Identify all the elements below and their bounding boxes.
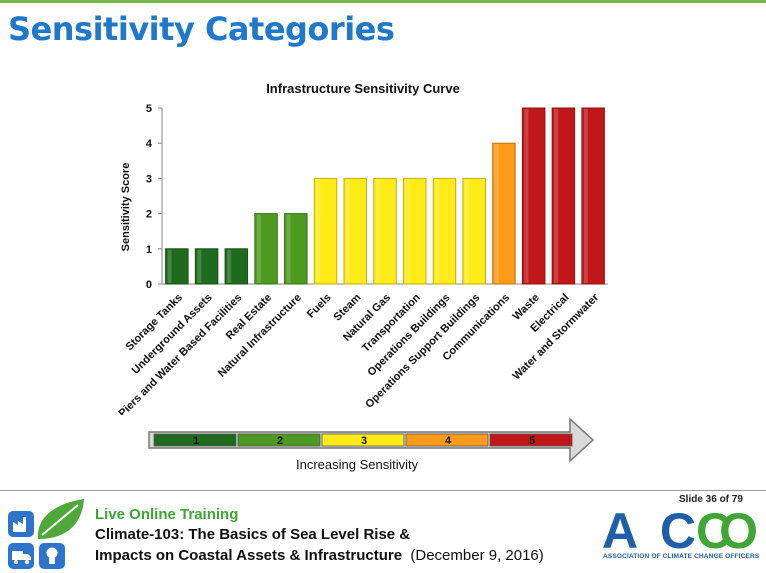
bar-highlight bbox=[375, 179, 380, 283]
chart-title: Infrastructure Sensitivity Curve bbox=[266, 81, 460, 96]
scale-cell bbox=[405, 433, 489, 447]
bar bbox=[432, 177, 457, 285]
y-axis-label: Sensitivity Score bbox=[120, 163, 132, 252]
sensitivity-scale-arrow: 1 2 3 4 5 bbox=[148, 417, 595, 463]
bar-highlight bbox=[524, 109, 529, 283]
bar-highlight bbox=[227, 249, 232, 283]
bar-highlight bbox=[346, 179, 351, 283]
scale-label: Increasing Sensitivity bbox=[296, 457, 419, 472]
truck-icon bbox=[8, 543, 34, 569]
y-tick-label: 4 bbox=[146, 138, 153, 150]
slide-number: Slide 36 of 79 bbox=[679, 494, 743, 505]
page-title: Sensitivity Categories bbox=[8, 10, 395, 48]
bar bbox=[343, 177, 368, 285]
y-tick-label: 2 bbox=[146, 209, 152, 221]
bar-highlight bbox=[554, 109, 559, 283]
bar bbox=[551, 107, 576, 285]
bar bbox=[194, 248, 219, 285]
acco-logo-letters-ac: AC bbox=[602, 503, 696, 559]
bar bbox=[492, 142, 516, 285]
scale-cell-label: 5 bbox=[529, 435, 535, 447]
course-title-line2-text: Impacts on Coastal Assets & Infrastructu… bbox=[95, 547, 403, 564]
bar bbox=[284, 213, 308, 285]
bar-highlight bbox=[405, 179, 410, 283]
bar-highlight bbox=[494, 144, 499, 283]
training-logo bbox=[8, 499, 84, 569]
y-tick-label: 5 bbox=[146, 103, 152, 115]
bar-highlight bbox=[286, 214, 291, 283]
x-tick-label: Piers and Water Based Facilities bbox=[117, 292, 245, 415]
bar-highlight bbox=[256, 214, 261, 283]
top-accent-rule bbox=[0, 0, 766, 3]
y-tick-label: 0 bbox=[146, 279, 152, 291]
course-title-line1: Climate-103: The Basics of Sea Level Ris… bbox=[95, 526, 411, 543]
leaf-icon bbox=[37, 499, 84, 539]
footer-divider bbox=[0, 490, 766, 491]
y-tick-label: 1 bbox=[146, 244, 152, 256]
course-date: (December 9, 2016) bbox=[410, 547, 544, 564]
scale-cell bbox=[153, 433, 237, 447]
y-tick-label: 3 bbox=[146, 173, 152, 185]
acco-subtitle: ASSOCIATION OF CLIMATE CHANGE OFFICERS bbox=[603, 553, 760, 560]
lightbulb-icon bbox=[39, 543, 65, 569]
scale-cell bbox=[489, 433, 573, 447]
scale-cell-label: 3 bbox=[361, 435, 367, 447]
acco-logo-letters-co: CO bbox=[696, 503, 758, 559]
x-tick-label: Fuels bbox=[305, 292, 334, 321]
bar-highlight bbox=[464, 179, 469, 283]
bar bbox=[462, 177, 486, 285]
scale-cell bbox=[237, 433, 321, 447]
factory-icon bbox=[8, 511, 34, 537]
scale-cell bbox=[321, 433, 405, 447]
bar bbox=[373, 177, 397, 285]
scale-cell-label: 1 bbox=[193, 435, 199, 447]
bar bbox=[402, 177, 427, 285]
bar bbox=[254, 213, 278, 285]
bar-highlight bbox=[316, 179, 321, 283]
course-title-line2: Impacts on Coastal Assets & Infrastructu… bbox=[95, 547, 544, 564]
scale-cell-label: 2 bbox=[277, 435, 283, 447]
bar bbox=[224, 248, 249, 285]
bar-highlight bbox=[197, 249, 202, 283]
bar bbox=[581, 107, 605, 285]
bar-highlight bbox=[435, 179, 440, 283]
scale-cell-label: 4 bbox=[445, 435, 452, 447]
sensitivity-bar-chart: Infrastructure Sensitivity Curve Sensitiv… bbox=[117, 81, 608, 415]
live-training-label: Live Online Training bbox=[95, 506, 239, 523]
acco-logo: AC CO bbox=[602, 503, 758, 559]
bar bbox=[521, 107, 546, 285]
bar bbox=[165, 248, 189, 285]
bar-highlight bbox=[167, 249, 172, 283]
bar bbox=[313, 177, 338, 285]
bar-highlight bbox=[583, 109, 588, 283]
